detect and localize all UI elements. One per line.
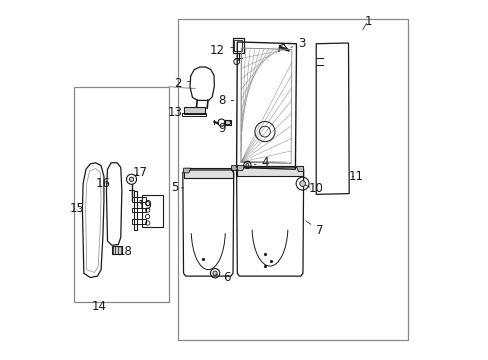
Bar [237, 166, 302, 176]
Bar [142, 195, 163, 227]
Text: 2: 2 [174, 77, 190, 90]
Polygon shape [183, 168, 190, 173]
Bar [182, 113, 206, 116]
Bar [233, 38, 244, 53]
Text: 19: 19 [137, 199, 152, 212]
Circle shape [129, 177, 133, 181]
Text: 17: 17 [132, 166, 147, 179]
Bar [183, 168, 233, 178]
Text: 16: 16 [96, 177, 110, 190]
Text: 13: 13 [167, 106, 183, 119]
Polygon shape [237, 166, 244, 171]
Bar [236, 166, 295, 173]
Text: 12: 12 [210, 44, 233, 57]
Text: 6: 6 [215, 271, 230, 284]
Circle shape [245, 163, 248, 166]
Text: 9: 9 [218, 122, 225, 135]
Text: 7: 7 [305, 221, 323, 237]
Bar [230, 165, 238, 170]
Text: 11: 11 [348, 170, 363, 183]
Bar [74, 87, 169, 302]
Bar [112, 246, 122, 253]
Bar [134, 191, 137, 230]
Text: 1: 1 [364, 15, 371, 28]
Text: 4: 4 [254, 156, 268, 169]
Bar [234, 40, 242, 51]
Bar [131, 208, 145, 212]
Polygon shape [295, 166, 303, 171]
Text: 3: 3 [290, 36, 305, 50]
Circle shape [212, 271, 217, 275]
Bar [131, 197, 145, 202]
Text: 15: 15 [69, 202, 84, 215]
Text: 14: 14 [92, 300, 106, 313]
Bar [131, 220, 145, 224]
Text: 5: 5 [170, 181, 183, 194]
Text: 10: 10 [308, 183, 323, 195]
Bar [183, 107, 204, 114]
Circle shape [299, 181, 305, 186]
Text: 18: 18 [118, 245, 133, 258]
Text: 8: 8 [218, 94, 233, 107]
Bar [224, 120, 230, 125]
Bar [178, 19, 407, 339]
